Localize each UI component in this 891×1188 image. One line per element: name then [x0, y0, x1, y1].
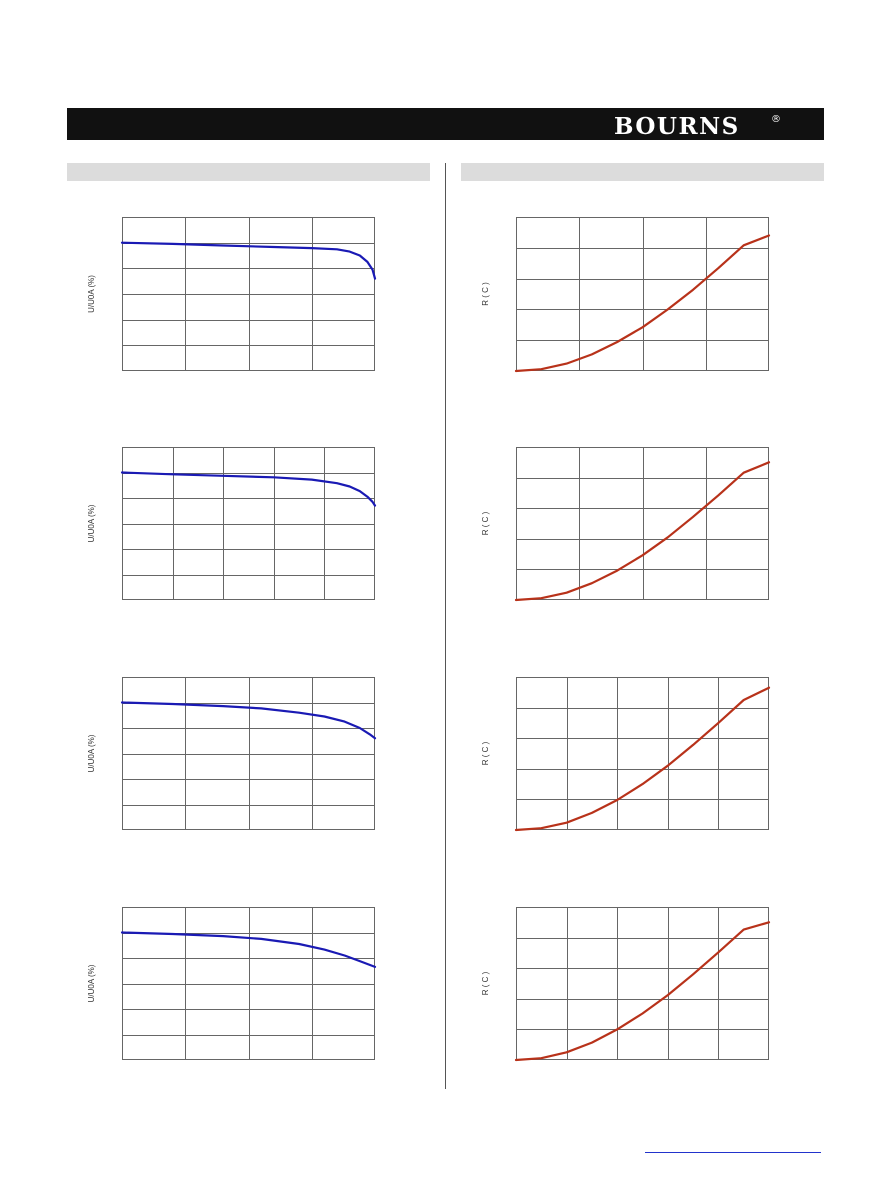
y-axis-label: R ( C ) — [481, 971, 490, 995]
derating-chart-4: U/U0A (%) — [87, 907, 377, 1060]
section-bar-right — [461, 163, 824, 181]
resistance-chart-1: R ( C ) — [481, 217, 771, 373]
section-bar-left — [67, 163, 430, 181]
derating-chart-2: U/U0A (%) — [87, 447, 377, 600]
series-line — [514, 921, 771, 1062]
header-bar: BOURNS ® — [67, 108, 824, 140]
resistance-chart-4: R ( C ) — [481, 907, 771, 1062]
series-line — [514, 234, 771, 373]
y-axis-label: U/U0A (%) — [87, 275, 96, 313]
column-divider — [445, 163, 446, 1089]
y-axis-label: U/U0A (%) — [87, 734, 96, 772]
y-axis-label: U/U0A (%) — [87, 964, 96, 1002]
logo-text: BOURNS — [614, 113, 740, 138]
series-line — [514, 461, 771, 602]
derating-chart-1: U/U0A (%) — [87, 217, 377, 371]
footer-link[interactable] — [645, 1152, 821, 1153]
y-axis-label: R ( C ) — [481, 741, 490, 765]
derating-chart-3: U/U0A (%) — [87, 677, 377, 830]
bourns-logo: BOURNS ® — [614, 110, 784, 138]
plot-frame — [516, 677, 769, 830]
logo-registered-mark: ® — [771, 114, 781, 125]
y-axis-label: R ( C ) — [481, 282, 490, 306]
resistance-chart-3: R ( C ) — [481, 677, 771, 832]
series-line — [120, 471, 377, 507]
y-axis-label: R ( C ) — [481, 511, 490, 535]
bourns-logo-mark: BOURNS ® — [614, 113, 781, 138]
resistance-chart-2: R ( C ) — [481, 447, 771, 602]
plot-frame — [122, 677, 375, 830]
plot-frame — [122, 907, 375, 1060]
plot-frame — [122, 447, 375, 600]
series-line — [120, 701, 377, 740]
plot-frame — [516, 217, 769, 371]
plot-frame — [516, 907, 769, 1060]
plot-frame — [516, 447, 769, 600]
series-line — [120, 241, 377, 280]
y-axis-label: U/U0A (%) — [87, 504, 96, 542]
series-line — [514, 686, 771, 832]
series-line — [120, 931, 377, 969]
